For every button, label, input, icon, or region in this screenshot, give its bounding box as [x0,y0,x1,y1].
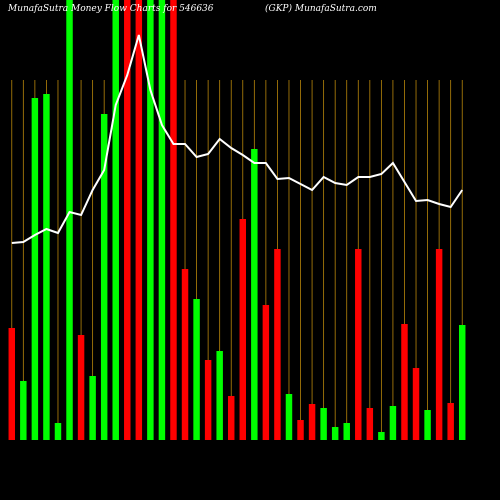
bar [77,335,85,440]
bar [89,376,96,440]
bar [435,249,443,440]
bar [401,324,408,440]
bar [31,98,39,440]
bar [262,305,270,440]
bar [389,406,397,440]
bar [412,368,420,440]
bar [239,219,247,440]
bar [251,149,258,440]
bar [66,0,73,440]
bar [227,396,235,440]
bar [54,423,62,440]
bar [204,360,212,440]
bar [20,381,27,440]
line [11,34,464,244]
bar [100,114,108,440]
bar [216,351,223,440]
bar [158,0,166,440]
bar [297,420,304,440]
bar [331,427,339,440]
bar [424,410,431,440]
bar [181,269,189,440]
bar [8,328,16,440]
bar [366,408,374,440]
bar [343,423,350,440]
bar [43,94,50,440]
bar [147,0,154,440]
bar [308,404,316,440]
bar [378,432,385,440]
bar [135,0,143,440]
bar [170,0,177,440]
bar [274,249,281,440]
bar [458,325,466,440]
chart-title: MunafaSutra Money Flow Charts for 546636 [7,4,214,14]
bar [112,0,119,440]
bar [320,408,327,440]
bar [285,394,293,440]
bar [124,0,131,440]
bar [355,249,362,440]
bar [447,403,454,440]
chart-subtitle: (GKP) MunafaSutra.com [265,3,377,14]
bar [193,299,200,440]
